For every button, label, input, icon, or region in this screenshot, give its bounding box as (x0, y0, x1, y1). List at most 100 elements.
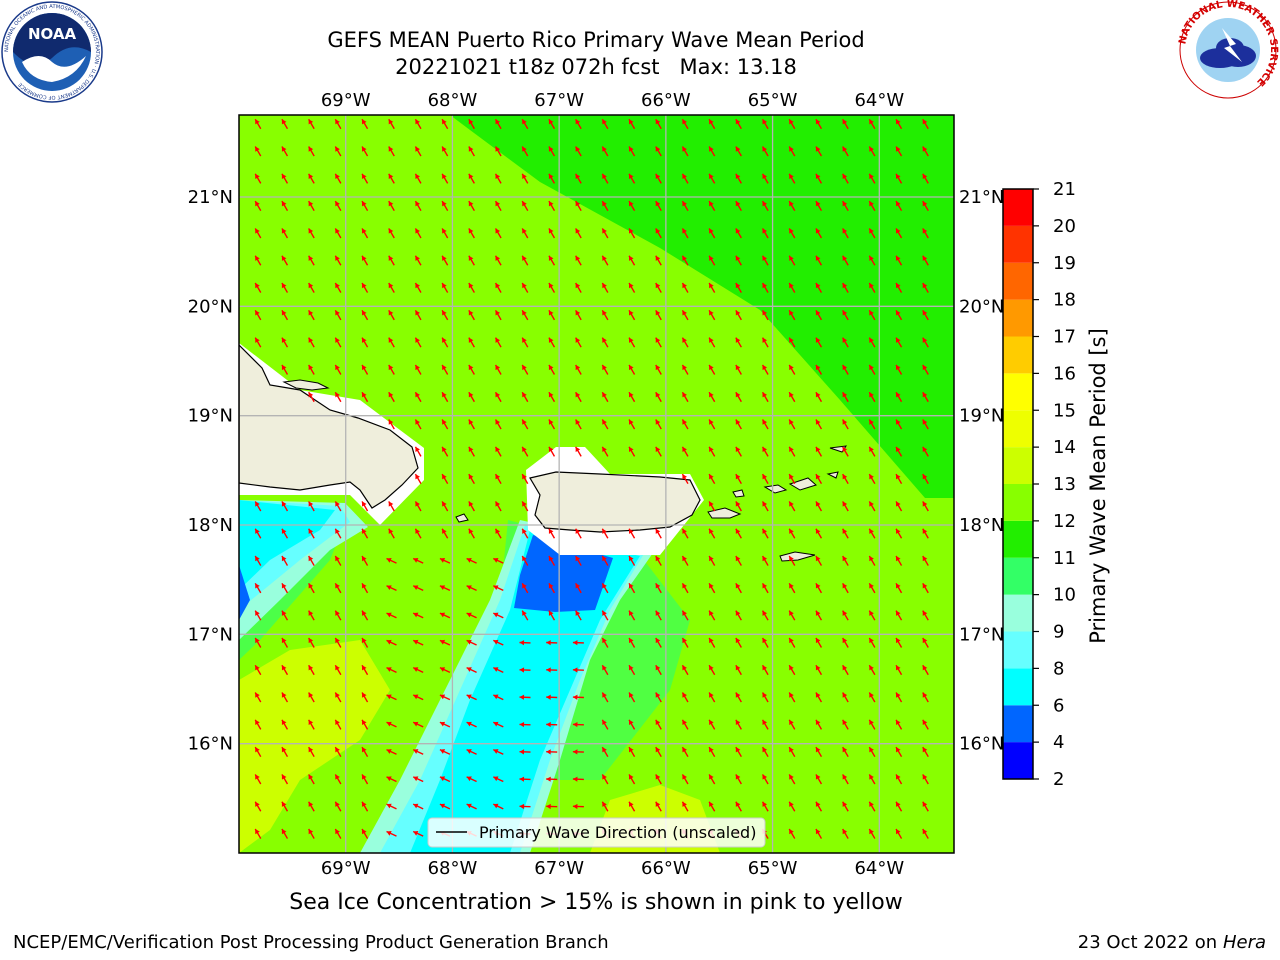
wave-arrow (254, 228, 262, 239)
wave-arrow (494, 419, 502, 430)
wave-arrow (254, 774, 262, 785)
wave-arrow (895, 391, 903, 403)
lat-labels-left: 21°N 20°N 19°N 18°N 17°N 16°N (188, 187, 233, 755)
lat-label-right: 17°N (959, 624, 1004, 645)
wave-arrow (281, 555, 289, 566)
wave-arrow (922, 446, 929, 457)
wave-arrow (439, 803, 451, 810)
wave-arrow (412, 830, 424, 837)
wave-arrow (548, 528, 556, 539)
wave-arrow (628, 637, 636, 648)
wave-arrow (708, 364, 716, 375)
wave-arrow (922, 173, 929, 184)
period-field-11-12-ne (450, 115, 954, 498)
wave-arrow (493, 557, 504, 564)
wave-arrow (254, 719, 262, 730)
wave-arrow (308, 828, 315, 839)
lat-labels-right: 21°N 20°N 19°N 18°N 17°N 16°N (959, 187, 1004, 755)
wave-arrow (708, 610, 716, 621)
wave-arrow (254, 282, 262, 293)
wave-arrow (842, 337, 849, 348)
wave-arrow (815, 309, 823, 321)
wave-arrow (628, 692, 636, 703)
wave-arrow (922, 337, 929, 348)
wave-arrow (842, 610, 849, 621)
wave-arrow (842, 719, 849, 730)
noaa-logo-icon: NATIONAL OCEANIC AND ATMOSPHERIC ADMINIS… (1, 1, 103, 103)
wave-arrow (575, 364, 582, 375)
wave-arrow (281, 282, 289, 293)
wave-arrow (575, 391, 582, 403)
wave-arrow (308, 746, 315, 758)
wave-arrow (761, 582, 769, 594)
wave-arrow (922, 501, 929, 512)
wave-arrow (628, 528, 636, 539)
wave-arrow (788, 555, 796, 566)
wave-arrow (493, 585, 504, 592)
wave-arrow (414, 528, 422, 539)
wave-arrow (601, 637, 609, 648)
wave-arrow (681, 582, 689, 594)
wave-arrow (601, 309, 609, 321)
wave-arrow (521, 146, 529, 157)
colorbar-tick-label: 6 (1053, 695, 1064, 716)
wave-arrow (708, 282, 716, 293)
wave-arrow (575, 200, 582, 212)
wave-arrow (655, 801, 662, 812)
wave-arrow (546, 803, 558, 810)
wave-arrow (895, 692, 903, 703)
wave-arrow (922, 528, 929, 539)
colorbar-band-10 (1003, 373, 1033, 411)
wave-arrow (466, 776, 477, 783)
wave-arrow (601, 146, 609, 157)
wave-arrow (842, 146, 849, 157)
wave-arrow (521, 309, 529, 321)
wave-arrow (468, 364, 475, 375)
wave-arrow (735, 692, 742, 703)
wave-arrow (412, 667, 424, 673)
wave-arrow (575, 528, 582, 539)
wave-arrow (494, 391, 502, 403)
wave-arrow (334, 146, 342, 157)
wave-arrow (735, 746, 742, 758)
lon-label-bottom: 65°W (748, 858, 798, 879)
wave-arrow (815, 364, 823, 375)
wave-arrow (361, 228, 369, 239)
wave-arrow (281, 228, 289, 239)
wave-arrow (895, 801, 903, 812)
wave-arrow (922, 200, 929, 212)
wave-arrow (735, 446, 742, 457)
wave-arrow (441, 528, 449, 539)
wave-arrow (788, 582, 796, 594)
wave-arrow (414, 309, 422, 321)
wave-arrow (681, 555, 689, 566)
wave-arrow (386, 776, 397, 783)
wave-arrow (761, 118, 769, 130)
wave-arrow (922, 146, 929, 157)
wave-arrow (575, 419, 582, 430)
wave-arrow (254, 801, 262, 812)
wave-arrow (761, 637, 769, 648)
wave-arrow (414, 391, 422, 403)
wave-arrow (493, 612, 504, 619)
wave-arrow (628, 282, 636, 293)
wave-arrow (575, 582, 582, 594)
wave-arrow (815, 146, 823, 157)
wave-arrow (308, 501, 315, 512)
wave-arrow (681, 473, 689, 485)
wave-arrow (815, 255, 823, 266)
wave-arrow (735, 173, 742, 184)
footer-date: 23 Oct 2022 on Hera (1078, 932, 1266, 953)
wave-arrow (575, 309, 582, 321)
wave-arrow (761, 146, 769, 157)
wave-arrow (868, 692, 876, 703)
wave-arrow (441, 200, 449, 212)
wave-arrow (628, 719, 636, 730)
wave-arrow (281, 828, 289, 839)
wave-arrow (815, 719, 823, 730)
wave-arrow (572, 721, 584, 728)
wave-arrow (868, 337, 876, 348)
lon-label-bottom: 69°W (321, 858, 371, 879)
wave-arrow (895, 118, 903, 130)
wave-arrow (895, 664, 903, 676)
